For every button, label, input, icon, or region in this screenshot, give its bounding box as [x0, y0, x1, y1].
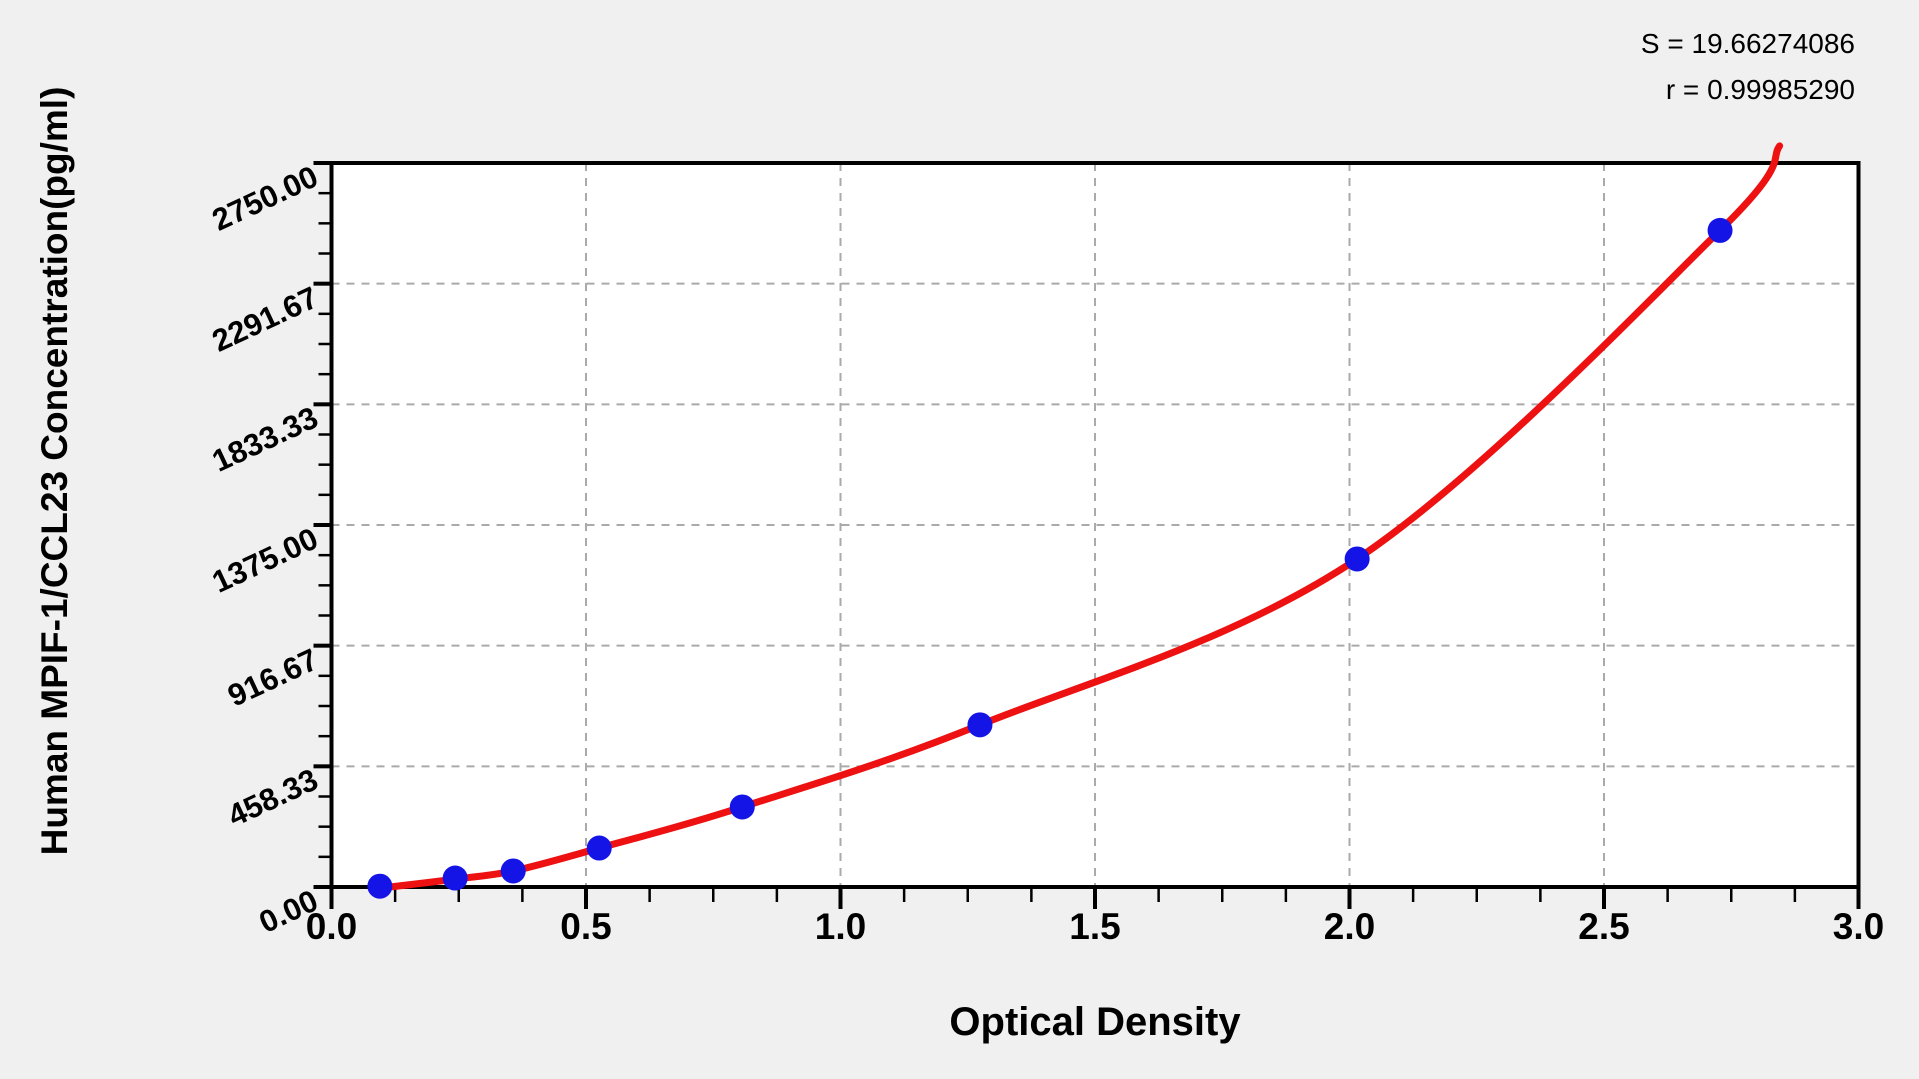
data-point [1707, 217, 1733, 243]
x-axis-title: Optical Density [949, 1000, 1241, 1044]
x-tick-label: 1.0 [814, 906, 867, 947]
s-statistic-label: S = 19.66274086 [1640, 28, 1855, 59]
data-point [1344, 546, 1370, 572]
data-point [367, 873, 393, 899]
data-point [729, 794, 755, 820]
data-point [586, 835, 612, 861]
x-tick-label: 0.5 [560, 906, 612, 947]
x-tick-label: 2.0 [1323, 906, 1376, 947]
x-tick-label: 0.0 [305, 906, 358, 947]
r-statistic-label: r = 0.99985290 [1665, 74, 1855, 105]
data-point [967, 712, 993, 738]
x-tick-label: 2.5 [1578, 906, 1630, 947]
x-tick-label: 1.5 [1069, 906, 1121, 947]
data-point [500, 858, 526, 884]
plot-border [329, 161, 1861, 889]
x-tick-label: 3.0 [1832, 906, 1885, 947]
data-point [442, 865, 468, 891]
